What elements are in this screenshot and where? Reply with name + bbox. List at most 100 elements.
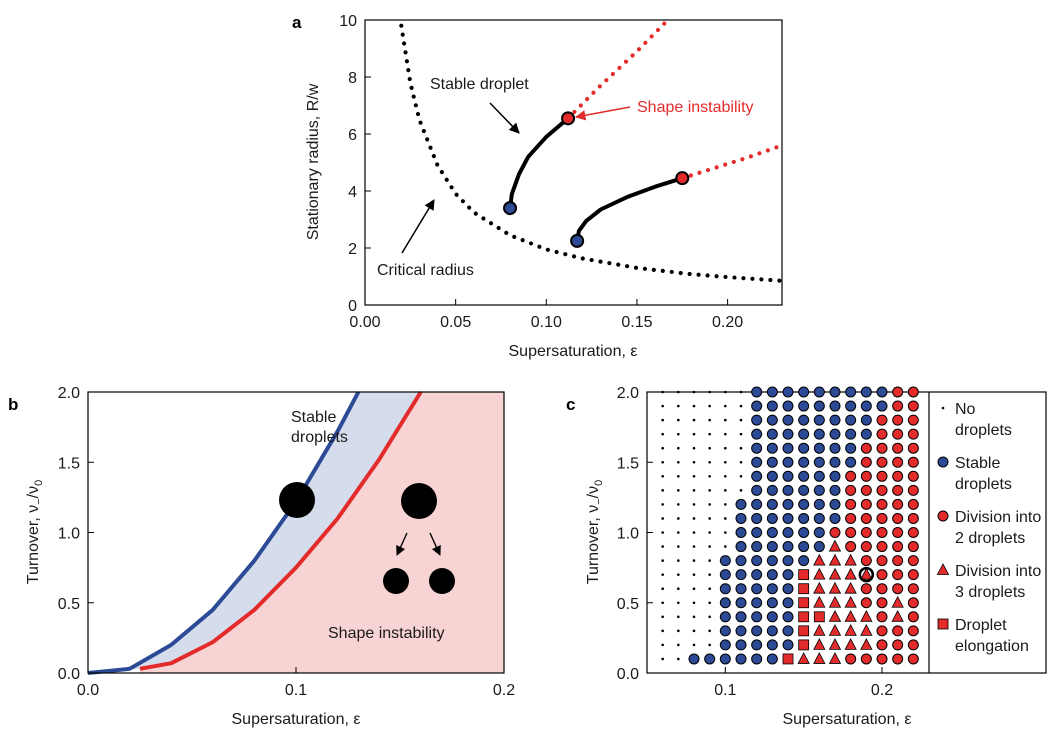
- stable-droplet-point: [766, 555, 778, 567]
- division-2-point: [907, 456, 919, 468]
- division-2-point: [876, 484, 888, 496]
- no-droplet-point: [724, 446, 727, 450]
- daughter-droplet-icon: [429, 568, 455, 594]
- stable-droplet-point: [937, 456, 949, 468]
- panel-c-plot: 0.1 0.2 0.0 0.5 1.0 1.5 2.0: [617, 385, 919, 699]
- division-3-point: [828, 638, 842, 650]
- no-droplet-point: [692, 404, 696, 408]
- no-droplet-point: [692, 601, 696, 605]
- division-2-point: [860, 653, 872, 665]
- division-2-point: [860, 597, 872, 609]
- stable-droplet-point: [782, 470, 794, 482]
- y-tick-label: 1.0: [617, 526, 639, 543]
- legend-label: Stable: [955, 455, 1000, 472]
- division-2-point: [876, 442, 888, 454]
- stable-droplet-point: [782, 456, 794, 468]
- x-tick-label: 0.10: [531, 314, 562, 331]
- no-droplet-point: [724, 432, 727, 436]
- stable-droplet-point: [782, 541, 794, 553]
- stable-droplet-point: [766, 541, 778, 553]
- division-3-point: [844, 581, 857, 594]
- division-2-point: [860, 583, 872, 595]
- stable-droplet-point: [829, 512, 841, 524]
- no-droplet-point: [677, 475, 680, 478]
- legend-label: Droplet: [955, 617, 1007, 634]
- division-2-point: [876, 428, 888, 440]
- stable-droplet-point: [735, 583, 747, 595]
- stable-droplet-point: [813, 512, 825, 524]
- panel-c-legend: No droplets Stable droplets Division into 2 d…: [936, 401, 1041, 655]
- stable-droplet-point: [735, 541, 747, 553]
- stable-droplet-point: [845, 442, 857, 454]
- division-3-point: [860, 609, 873, 622]
- x-tick-label: 0.20: [712, 314, 743, 331]
- division-2-point: [876, 625, 888, 637]
- division-2-point: [845, 512, 857, 524]
- stable-droplet-point: [735, 639, 747, 651]
- no-droplet-point: [677, 489, 680, 492]
- division-3-point: [891, 609, 904, 622]
- division-2-point: [907, 400, 919, 412]
- stable-droplet-point: [798, 400, 810, 412]
- no-droplet-point: [661, 475, 664, 478]
- stable-droplet-point: [829, 498, 841, 510]
- division-2-point: [860, 470, 872, 482]
- stable-droplet-point: [766, 569, 778, 581]
- stable-droplet-point: [766, 611, 778, 623]
- stable-droplet-point: [782, 527, 794, 538]
- stable-droplet-point: [719, 597, 731, 609]
- elongation-point: [798, 625, 810, 637]
- no-droplet-point: [661, 489, 664, 492]
- no-droplet-point: [661, 573, 664, 576]
- panel-c-xlabel: Supersaturation, ε: [783, 711, 912, 728]
- division-2-point: [860, 456, 872, 468]
- division-2-point: [860, 442, 872, 454]
- stable-droplet-point: [845, 414, 857, 426]
- division-3-point: [936, 563, 950, 575]
- division-3-point: [813, 623, 826, 636]
- no-droplet-point: [708, 643, 711, 647]
- no-droplet-point: [677, 615, 680, 619]
- series-line: [399, 23, 782, 283]
- annotation-stable-line2: droplets: [291, 429, 348, 446]
- legend-label: droplets: [955, 422, 1012, 439]
- panel-a-frame: [364, 19, 783, 306]
- division-2-point: [892, 639, 904, 651]
- division-2-point: [892, 583, 904, 595]
- stable-droplet-point: [876, 400, 888, 412]
- panel-b: 0.0 0.1 0.2 0.0 0.5 1.0 1.5 2.0 Stable droplets…: [25, 385, 515, 728]
- no-droplet-point: [724, 418, 727, 422]
- stable-droplet-point: [845, 386, 857, 398]
- division-2-point: [876, 512, 888, 524]
- stable-droplet-point: [798, 414, 810, 426]
- no-droplet-point: [661, 601, 664, 605]
- y-tick-label: 4: [348, 184, 357, 201]
- stable-droplet-point: [766, 400, 778, 412]
- division-2-point: [876, 498, 888, 510]
- stable-droplet-point: [845, 400, 857, 412]
- no-droplet-point: [724, 390, 727, 394]
- no-droplet-point: [724, 489, 727, 492]
- stable-droplet-point: [829, 386, 841, 398]
- y-tick-label: 0.0: [617, 666, 639, 683]
- division-2-point: [860, 498, 872, 510]
- no-droplet-point: [692, 446, 696, 450]
- stable-droplet-point: [782, 428, 794, 440]
- no-droplet-point: [708, 531, 711, 534]
- division-2-point: [892, 569, 904, 581]
- division-2-point: [907, 470, 919, 482]
- division-2-point: [860, 555, 872, 567]
- division-3-point: [844, 609, 857, 622]
- division-2-point: [876, 527, 888, 538]
- parent-droplet-icon: [401, 483, 437, 519]
- division-3-point: [828, 567, 842, 580]
- x-tick-label: 0.2: [871, 682, 893, 699]
- stable-droplet-point: [719, 583, 731, 595]
- no-droplet-point: [677, 531, 680, 534]
- no-droplet-point: [739, 446, 743, 450]
- division-2-point: [892, 653, 904, 665]
- no-droplet-point: [708, 432, 711, 436]
- stable-droplet-point: [782, 569, 794, 581]
- no-droplet-point: [677, 418, 680, 422]
- stable-droplet-point: [813, 428, 825, 440]
